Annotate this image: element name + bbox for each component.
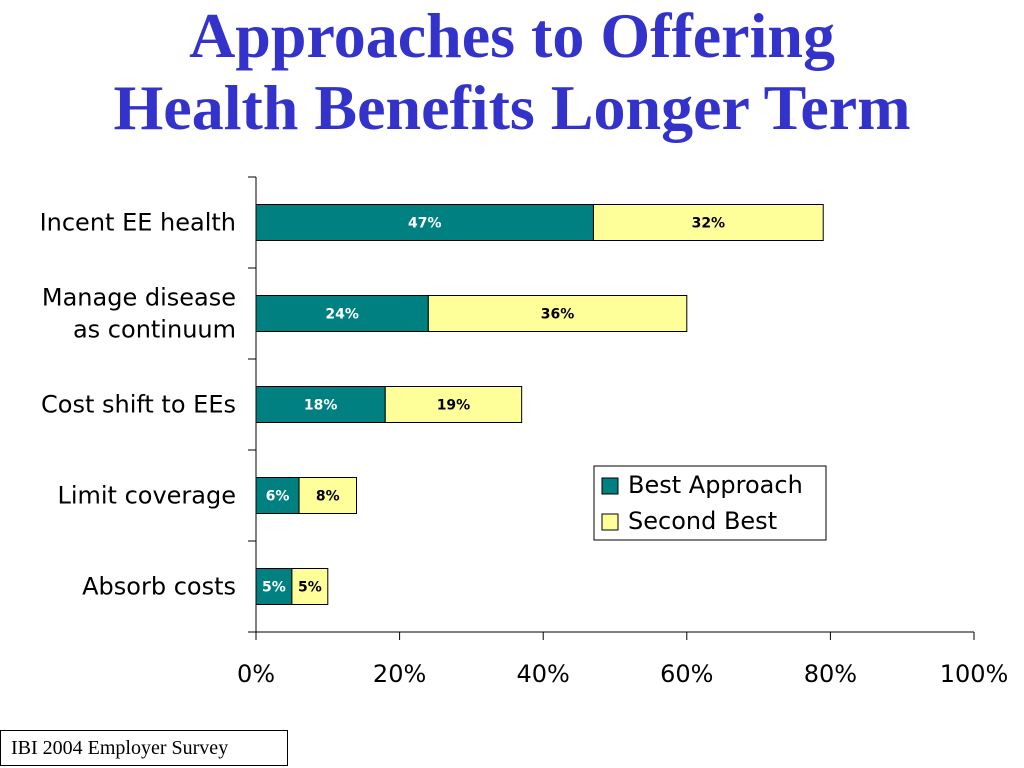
y-category-label-line: Incent EE health (40, 209, 236, 237)
bar-best-approach (255, 295, 429, 332)
y-category-label: Manage disease as continuum (42, 284, 236, 344)
y-category-label: Cost shift to EEs (41, 391, 236, 419)
y-category-label-line: Absorb costs (82, 573, 236, 601)
legend-label: Second Best (628, 507, 777, 535)
y-category-label-line: as continuum (73, 316, 236, 344)
x-tick-label: 40% (517, 660, 570, 688)
bar-data-label: 36% (541, 307, 575, 323)
x-tick-label: 20% (373, 660, 426, 688)
y-category-label: Limit coverage (57, 482, 236, 510)
bar-second-best (427, 295, 688, 332)
x-tick-label: 0% (237, 660, 275, 688)
bar-data-label: 19% (437, 398, 471, 414)
y-category-label-line: Manage disease (42, 284, 236, 312)
title-line-2: Health Benefits Longer Term (113, 72, 911, 143)
y-category-label: Absorb costs (82, 573, 236, 601)
y-category-label-line: Cost shift to EEs (41, 391, 236, 419)
bar-data-label: 8% (316, 489, 340, 505)
stacked-bar-chart: 0% 20% 40% 60% 80% 100% 47% 32% Incent EE health… (40, 176, 1009, 688)
bar-second-best (384, 386, 523, 423)
x-tick-label: 100% (940, 660, 1009, 688)
bar-best-approach (255, 204, 594, 241)
bar-second-best (592, 204, 824, 241)
bar-data-label: 47% (408, 216, 442, 232)
bar-data-label: 5% (262, 580, 286, 596)
title-line-1: Approaches to Offering (189, 0, 835, 71)
source-note: IBI 2004 Employer Survey (0, 730, 288, 766)
y-category-label-line: Limit coverage (57, 482, 236, 510)
x-tick-label: 60% (660, 660, 713, 688)
bar-data-label: 5% (298, 580, 322, 596)
bar-data-label: 24% (325, 307, 359, 323)
legend-label: Best Approach (628, 471, 803, 499)
legend-swatch (601, 513, 619, 531)
bar-second-best (291, 568, 329, 605)
y-category-label: Incent EE health (40, 209, 236, 237)
bar-second-best (298, 477, 358, 514)
page-title: Approaches to Offering Health Benefits L… (0, 0, 1024, 144)
bar-data-label: 6% (266, 489, 290, 505)
bar-data-label: 18% (304, 398, 338, 414)
x-tick-label: 80% (804, 660, 857, 688)
legend-swatch (601, 477, 619, 495)
bar-data-label: 32% (692, 216, 726, 232)
legend-box (593, 465, 827, 541)
